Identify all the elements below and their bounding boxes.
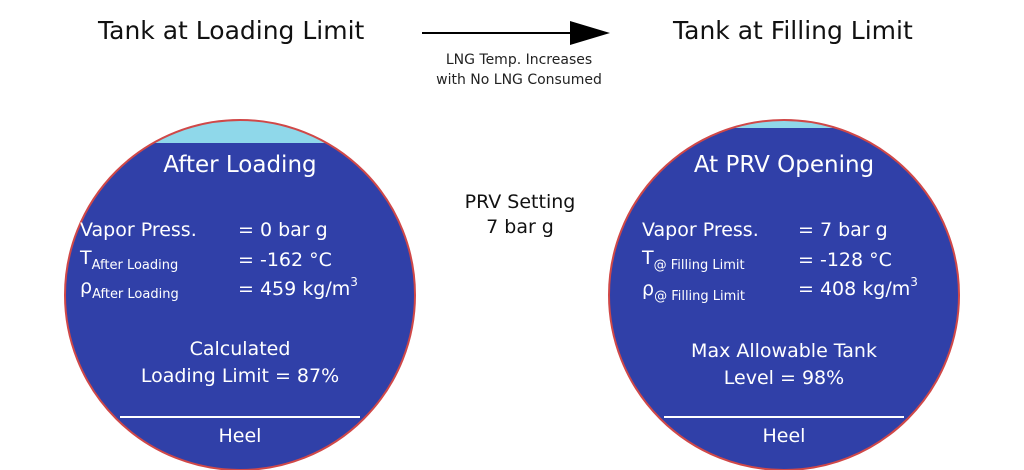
left-liquid [65, 143, 415, 470]
right-note-line2: Level = 98% [723, 367, 845, 389]
left-tank-heading: After Loading [163, 152, 317, 178]
prv-setting-value: 7 bar g [486, 216, 554, 238]
left-tank-title: Tank at Loading Limit [98, 16, 365, 45]
right-vapor-value: = 7 bar g [798, 219, 888, 241]
arrow-caption-line1: LNG Temp. Increases [445, 52, 593, 68]
right-tank-outline [608, 119, 960, 470]
left-vapor-label: Vapor Press. [80, 219, 197, 241]
right-tank-title: Tank at Filling Limit [673, 16, 913, 45]
left-note-line1: Calculated [189, 338, 291, 360]
right-density-subscript: @ Filling Limit [654, 289, 746, 304]
right-density-exponent: 3 [910, 275, 918, 289]
left-temp-symbol: T [80, 247, 92, 269]
left-note-line2: Loading Limit = 87% [140, 365, 340, 387]
right-tank-note: Max Allowable Tank Level = 98% [634, 338, 934, 392]
left-temp-subscript: After Loading [91, 258, 179, 273]
right-heel-label: Heel [762, 425, 806, 447]
right-temp-value: = -128 °C [798, 249, 892, 271]
left-temp-value: = -162 °C [238, 249, 332, 271]
right-liquid [609, 120, 959, 470]
arrow-caption-line2: with No LNG Consumed [436, 72, 602, 88]
left-heel-label: Heel [218, 425, 262, 447]
right-density-symbol: ρ [642, 278, 655, 300]
left-vapor-value: = 0 bar g [238, 219, 328, 241]
right-temp-subscript: @ Filling Limit [653, 258, 745, 273]
prv-setting: PRV Setting 7 bar g [420, 190, 620, 240]
left-density-label: ρAfter Loading [80, 276, 179, 302]
arrow-caption: LNG Temp. Increases with No LNG Consumed [389, 50, 649, 90]
prv-setting-label: PRV Setting [464, 191, 576, 213]
right-vapor-label: Vapor Press. [642, 219, 759, 241]
right-note-line1: Max Allowable Tank [691, 340, 877, 362]
right-temp-symbol: T [642, 247, 654, 269]
left-tank-outline [64, 119, 416, 470]
left-tank-note: Calculated Loading Limit = 87% [90, 336, 390, 390]
left-density-number: = 459 kg/m [238, 278, 351, 300]
right-temp-label: T@ Filling Limit [642, 247, 745, 273]
left-density-subscript: After Loading [92, 287, 179, 302]
right-density-number: = 408 kg/m [798, 278, 911, 300]
right-tank-heading: At PRV Opening [693, 152, 875, 178]
process-arrow [422, 21, 610, 45]
right-tank [608, 119, 960, 470]
right-density-label: ρ@ Filling Limit [642, 278, 745, 304]
left-density-exponent: 3 [350, 275, 358, 289]
right-density-value: = 408 kg/m3 [798, 275, 918, 300]
left-density-symbol: ρ [80, 276, 93, 298]
left-tank [64, 119, 416, 470]
left-density-value: = 459 kg/m3 [238, 275, 358, 300]
left-temp-label: TAfter Loading [80, 247, 178, 273]
